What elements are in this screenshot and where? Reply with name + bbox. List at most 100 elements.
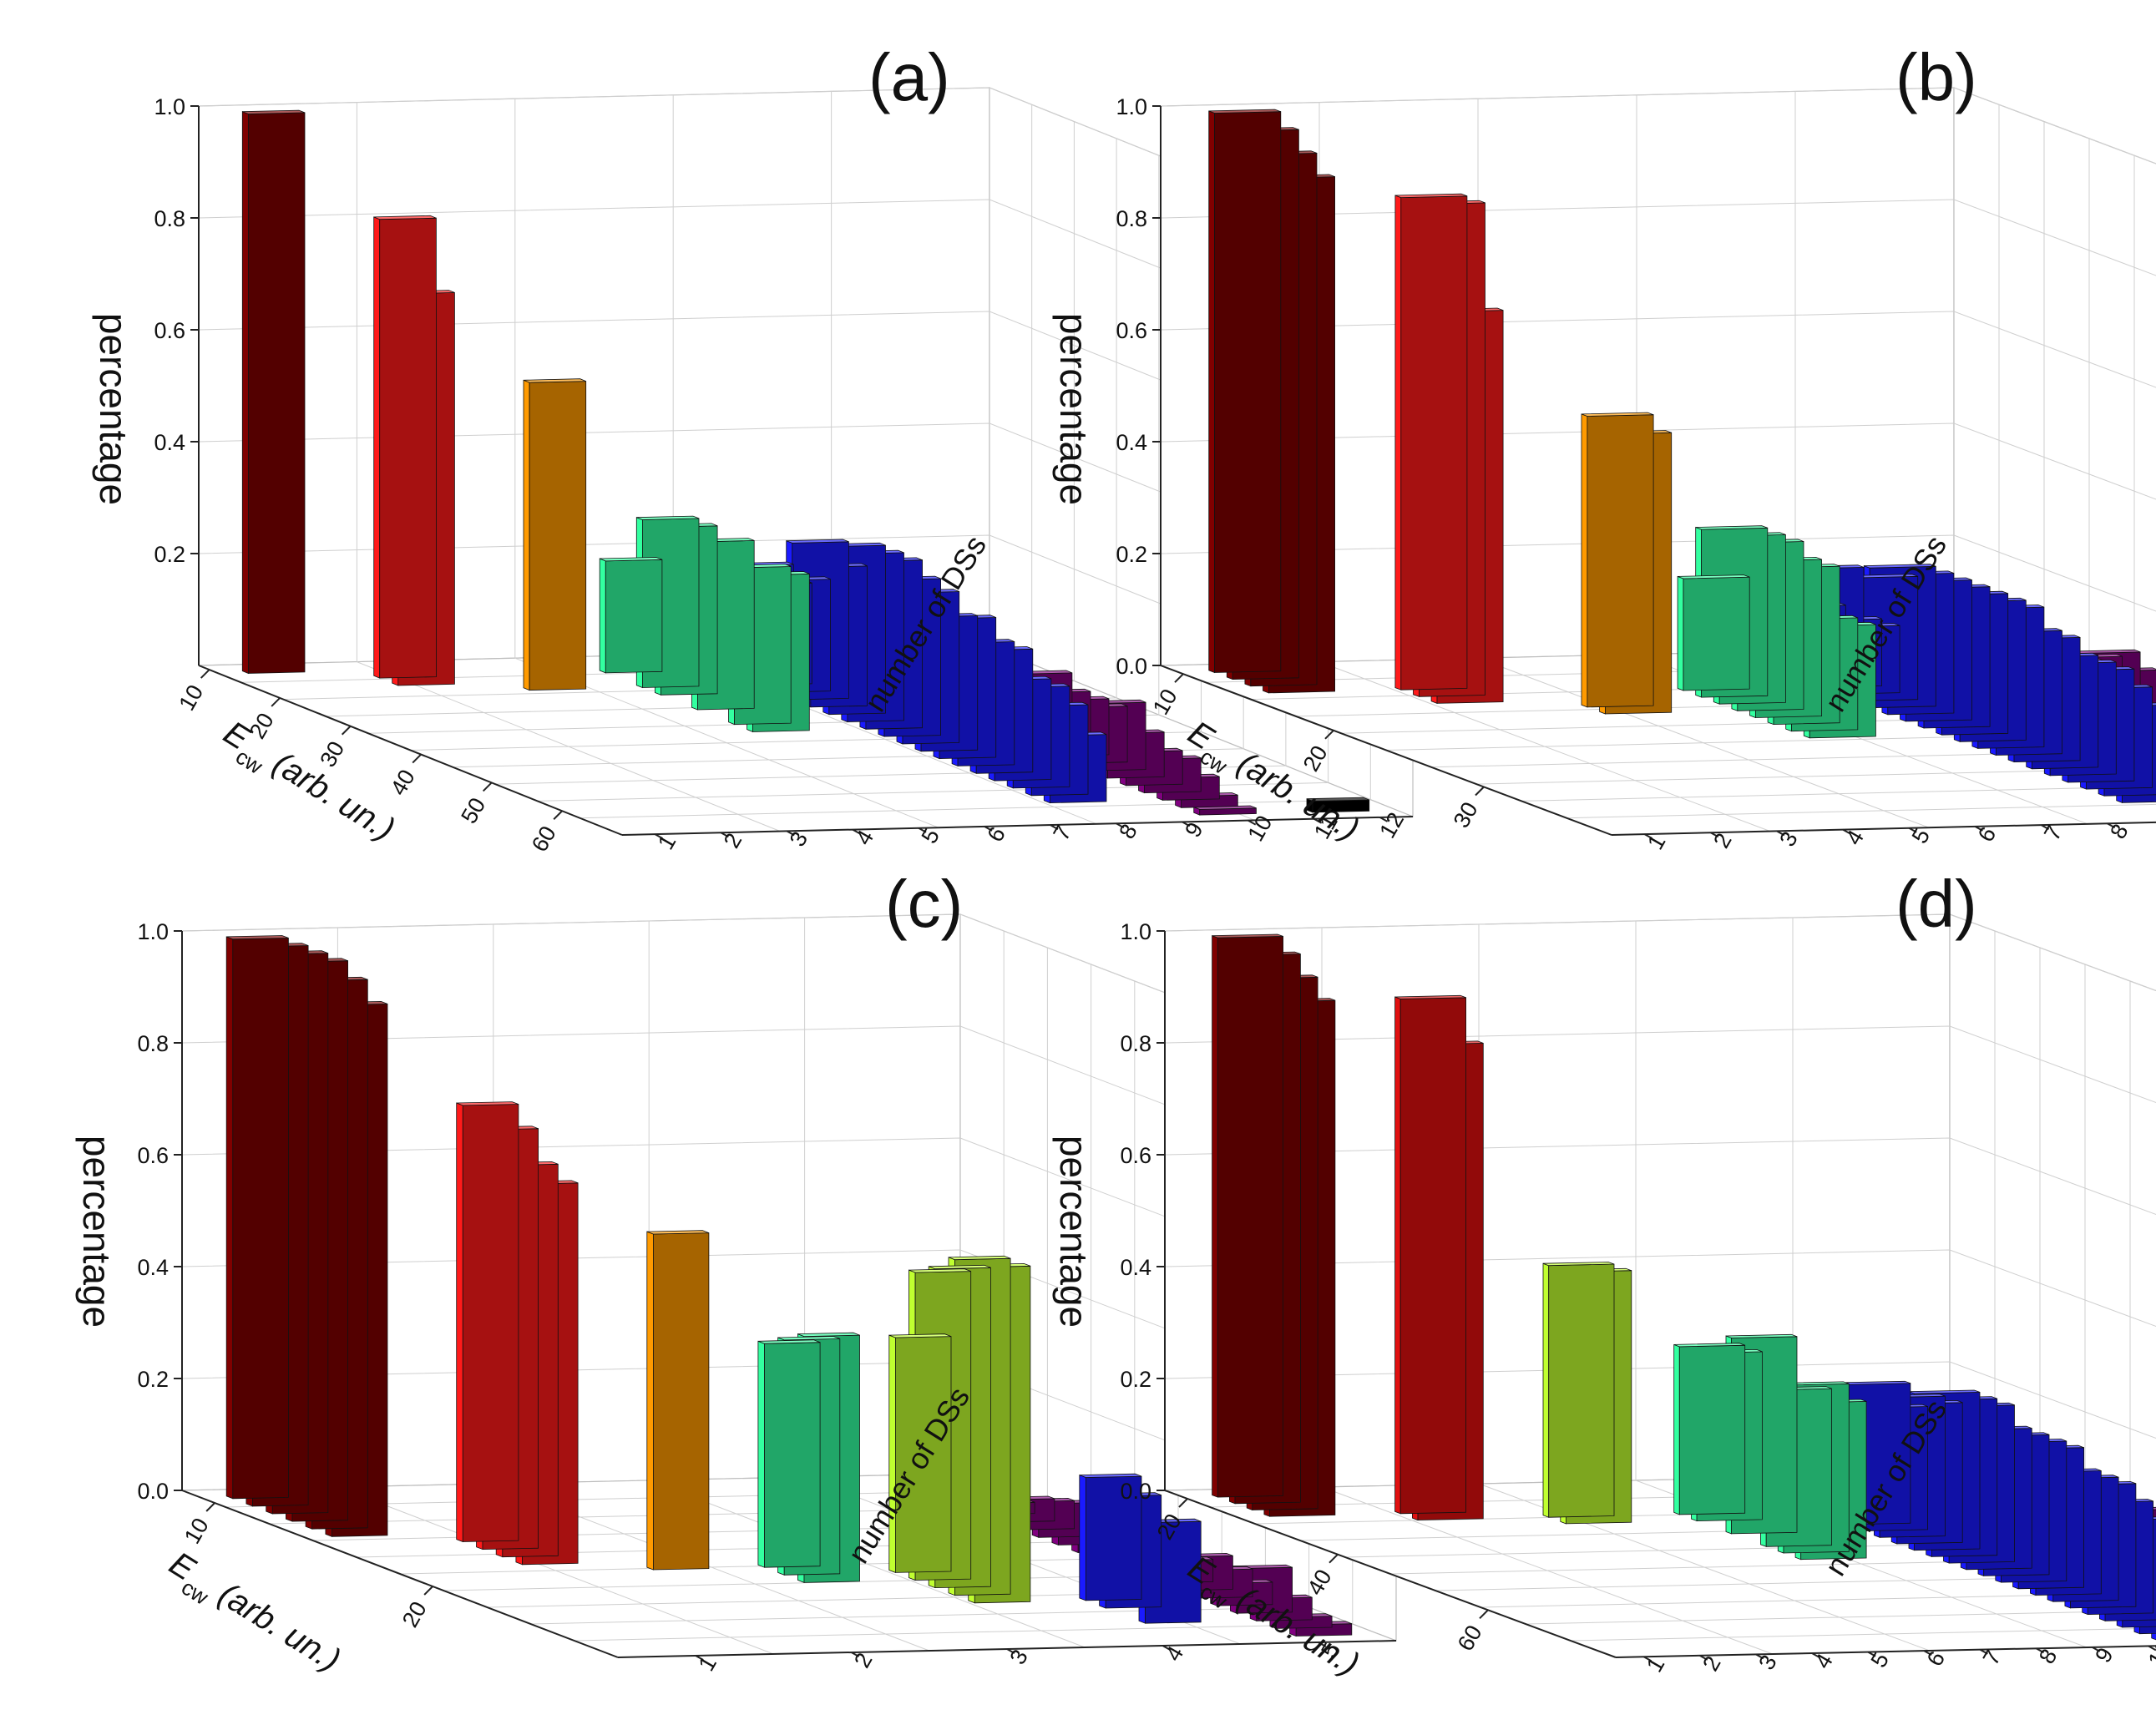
bar-front-face <box>373 216 381 679</box>
ecw-tick <box>341 726 352 736</box>
bar <box>1394 193 1468 691</box>
dss-tick <box>1699 1654 1708 1661</box>
bar-side-face <box>232 937 289 1500</box>
bar-side-face <box>653 1232 710 1571</box>
ecw-axis <box>198 665 623 836</box>
bar-top-face <box>1212 933 1283 938</box>
bar-front-face <box>523 379 530 691</box>
bar-top-face <box>1581 412 1654 417</box>
bar-top-face <box>777 1336 840 1341</box>
percentage-tick-label: 0.8 <box>154 206 185 231</box>
percentage-tick-label: 1.0 <box>1116 94 1147 119</box>
bar-top-face <box>1394 193 1468 199</box>
gridline-floor <box>1525 1610 2156 1625</box>
dss-tick <box>1908 827 1917 833</box>
percentage-tick-label: 0.2 <box>137 1367 169 1392</box>
bar-top-face <box>797 1332 860 1338</box>
dss-tick <box>984 826 993 832</box>
back-wall <box>1949 913 2156 1551</box>
percentage-tick-label: 0.4 <box>1120 1255 1151 1280</box>
dss-tick <box>1182 821 1191 827</box>
bar-side-face <box>379 217 437 679</box>
percentage-tick-label: 0.6 <box>137 1143 169 1168</box>
gridline-floor <box>1566 803 2156 819</box>
dss-tick <box>1755 1653 1764 1660</box>
bar-top-face <box>1079 1473 1142 1478</box>
gridline-floor <box>357 661 781 832</box>
dss-tick <box>1116 822 1125 829</box>
dss-tick <box>1248 819 1257 826</box>
percentage-tick-label: 0.4 <box>1116 430 1147 455</box>
percentage-tick-label: 0.2 <box>1116 542 1147 567</box>
ecw-tick <box>553 810 563 820</box>
bar-top-face <box>908 1268 971 1273</box>
dss-tick <box>851 1652 860 1657</box>
dss-tick <box>720 832 729 838</box>
ecw-tick-label: 30 <box>1449 797 1483 832</box>
percentage-tick-label: 1.0 <box>154 94 185 119</box>
gridline-floor <box>1321 1486 1774 1655</box>
dss-tick <box>1644 833 1653 839</box>
bar <box>757 1339 821 1568</box>
bar-front-face <box>646 1231 654 1571</box>
dss-tick <box>918 827 927 833</box>
percentage-tick-label: 0.8 <box>137 1031 169 1056</box>
bar <box>1581 412 1654 708</box>
bar <box>1677 574 1750 691</box>
panel-d: 0.00.20.40.60.81.02040601234567891011121… <box>1052 867 2156 1683</box>
percentage-tick-label: 0.4 <box>154 430 185 455</box>
ecw-tick-label: 60 <box>527 822 561 856</box>
bar-top-face <box>1725 1333 1798 1338</box>
bar-front-face <box>1542 1262 1550 1518</box>
bar-top-face <box>226 935 289 940</box>
bar <box>1394 994 1466 1515</box>
percentage-tick-label: 0.2 <box>1120 1367 1151 1392</box>
bar <box>225 935 289 1500</box>
percentage-axis-title: percentage <box>1052 313 1096 505</box>
bar <box>1193 805 1257 816</box>
gridline-floor <box>649 1480 1086 1648</box>
gridline-floor <box>1318 661 1771 832</box>
bars <box>1212 933 2156 1641</box>
percentage-tick-label: 0.6 <box>1120 1143 1151 1168</box>
bar-side-face <box>1678 1344 1746 1515</box>
bar <box>1208 109 1282 674</box>
dss-tick <box>1162 1645 1171 1651</box>
bar-top-face <box>1695 525 1768 530</box>
bar-front-face <box>1394 195 1402 691</box>
dss-tick <box>654 833 663 839</box>
bar-top-face <box>373 215 437 220</box>
panel-label: (d) <box>1895 867 1977 941</box>
percentage-axis-title: percentage <box>1052 1136 1096 1328</box>
ecw-tick-label: 20 <box>397 1597 432 1631</box>
bar-front-face <box>225 936 234 1500</box>
ecw-tick <box>423 1586 433 1596</box>
bar-top-face <box>1394 994 1466 999</box>
bar-front-face <box>757 1340 765 1568</box>
ecw-tick <box>1475 786 1485 797</box>
dss-tick <box>2148 1645 2156 1652</box>
ecw-axis <box>181 1490 619 1658</box>
dss-tick <box>1974 826 1983 832</box>
bar-side-face <box>529 381 587 691</box>
ecw-tick-label: 50 <box>456 793 490 827</box>
ecw-tick <box>200 669 210 679</box>
ecw-tick <box>1329 1553 1339 1564</box>
bar-top-face <box>456 1101 519 1106</box>
bar-side-face <box>764 1342 821 1568</box>
percentage-tick-label: 0.6 <box>1116 318 1147 343</box>
dss-tick <box>786 830 795 837</box>
bar <box>523 378 587 691</box>
bar-front-face <box>1208 110 1215 674</box>
panel-label: (b) <box>1895 40 1977 114</box>
dss-axis <box>1615 1645 2156 1658</box>
dss-tick <box>2036 1647 2045 1654</box>
bar-side-face <box>247 112 306 674</box>
ecw-units: (arb. un.) <box>205 1571 347 1678</box>
bar-top-face <box>888 1333 952 1338</box>
bar <box>1079 1473 1142 1601</box>
dss-tick <box>1811 1652 1820 1658</box>
percentage-axis-title: percentage <box>92 313 135 505</box>
ecw-tick <box>482 782 493 792</box>
